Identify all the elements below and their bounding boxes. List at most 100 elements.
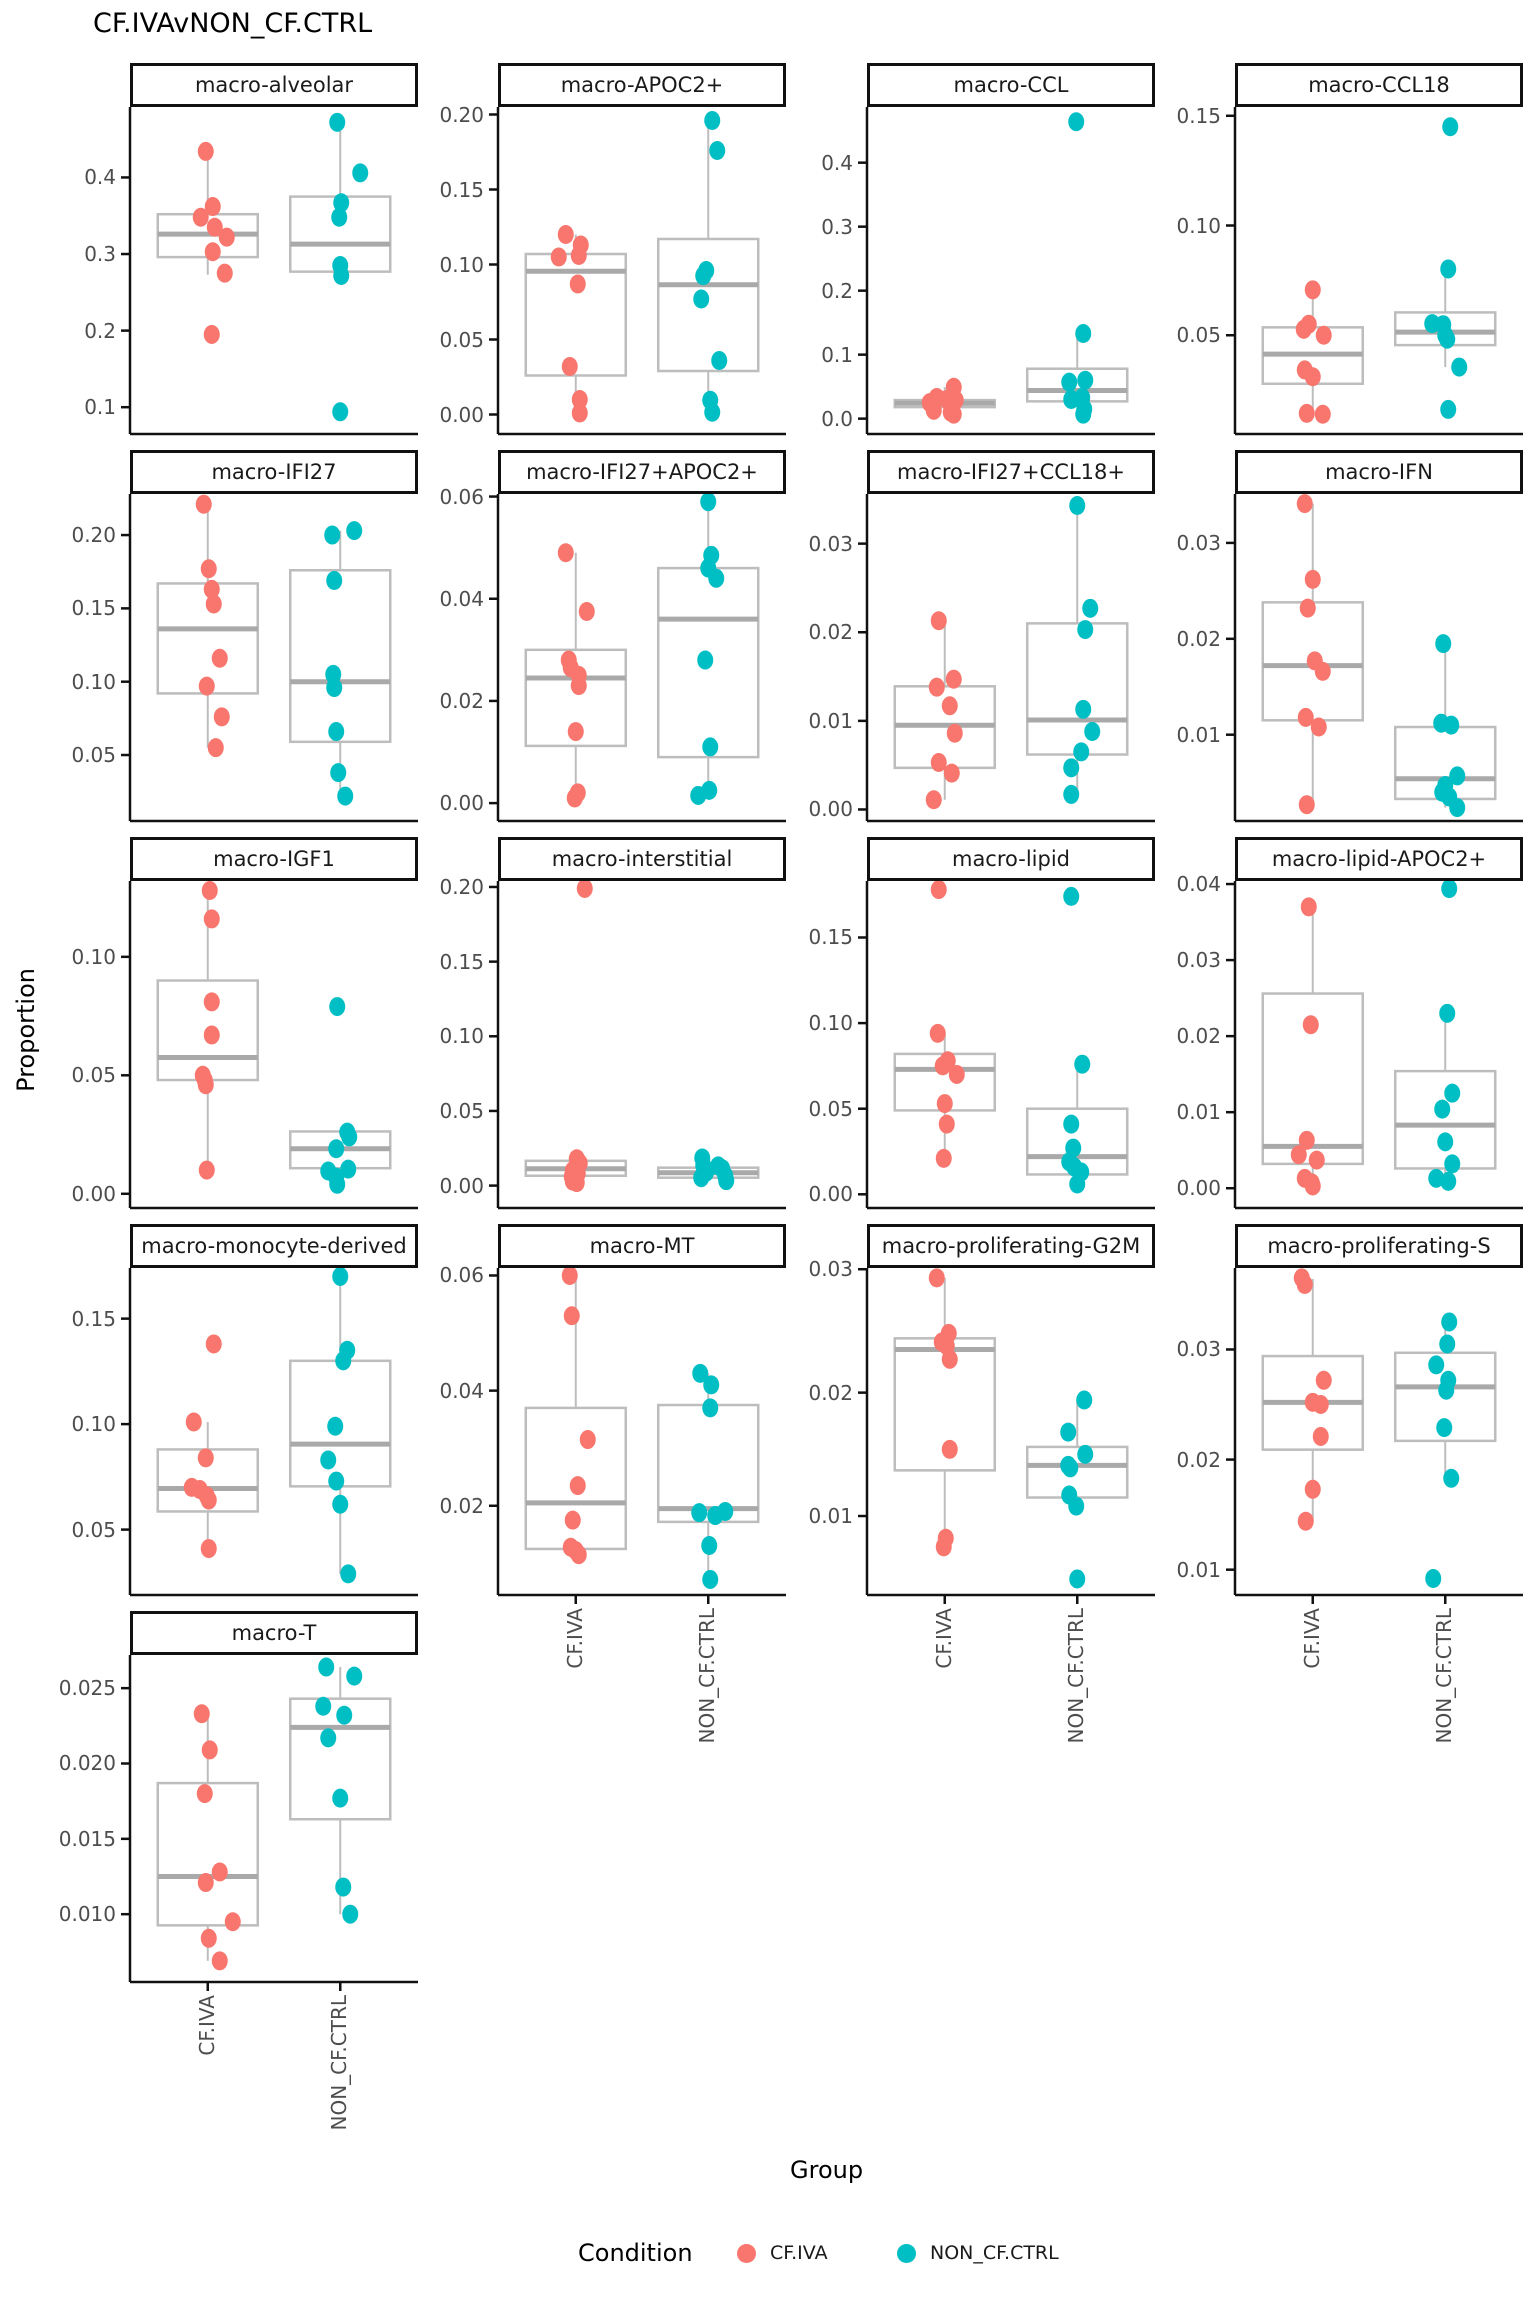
data-point [1295,319,1312,339]
data-point [352,163,369,183]
data-point [1063,784,1080,804]
y-tick-label: 0.01 [808,1504,853,1529]
data-point [578,602,595,622]
y-tick-label: 0.10 [71,1412,116,1437]
data-point [1063,389,1080,409]
data-point [324,525,341,545]
facet-panel [121,1655,418,1991]
data-point [1442,117,1459,137]
data-point [326,678,343,698]
data-point [1299,598,1316,618]
y-tick-label: 0.00 [1176,1176,1221,1201]
y-tick-label: 0.05 [808,1096,853,1121]
facet-panel [858,494,1155,823]
y-tick-label: 0.0 [821,406,853,431]
data-point [198,1160,215,1180]
y-tick-label: 0.00 [439,791,484,816]
legend-label-cfiva: CF.IVA [770,2242,828,2264]
y-tick-label: 0.10 [71,669,116,694]
y-tick-label: 0.15 [1176,103,1221,128]
data-point [1069,1174,1086,1194]
data-point [1304,1176,1321,1196]
data-point [704,111,721,130]
y-tick-label: 0.15 [439,177,484,202]
data-point [564,1510,581,1530]
y-tick-label: 0.02 [1176,626,1221,651]
data-point [1440,399,1457,419]
data-point [197,1873,214,1893]
facet-strip: macro-T [130,1611,418,1655]
y-tick-label: 0.20 [439,874,484,899]
x-tick-label: NON_CF.CTRL [327,1995,352,2131]
data-point [1296,1275,1313,1295]
data-point [192,207,209,227]
facet-panel [1226,494,1523,823]
data-point [1444,1154,1461,1174]
data-point [928,677,945,697]
y-tick-label: 0.3 [84,242,116,267]
y-tick-label: 0.01 [1176,1100,1221,1125]
y-tick-label: 0.05 [71,1063,116,1088]
y-tick-label: 0.05 [71,1517,116,1542]
y-axis-title: Proportion [12,968,40,1092]
y-tick-label: 0.15 [439,949,484,974]
data-point [945,404,962,424]
data-point [695,266,712,286]
data-point [328,1471,345,1491]
data-point [1077,620,1094,640]
facet-panel [489,492,786,823]
y-tick-label: 0.2 [84,318,116,343]
data-point [563,1306,580,1326]
data-point [702,1398,719,1418]
legend-title: Condition [578,2239,693,2267]
y-tick-label: 0.04 [1176,872,1221,897]
y-tick-label: 0.03 [808,531,853,556]
facet-strip: macro-MT [498,1224,786,1268]
data-point [693,289,710,309]
data-point [708,568,725,588]
facet-strip: macro-alveolar [130,63,418,107]
data-point [1449,798,1466,818]
data-point [934,1056,951,1076]
data-point [328,1139,345,1159]
y-tick-label: 0.03 [1176,948,1221,973]
y-tick-label: 0.01 [808,708,853,733]
data-point [1300,897,1317,917]
data-point [318,1657,335,1677]
y-tick-label: 0.05 [439,1098,484,1123]
data-point [1082,598,1099,618]
data-point [1063,758,1080,778]
data-point [579,1430,596,1450]
data-point [197,1448,214,1468]
data-point [1073,742,1090,762]
x-tick-label: NON_CF.CTRL [695,1608,720,1744]
y-tick-label: 0.2 [821,278,853,303]
data-point [946,723,963,743]
data-point [1443,715,1460,735]
plot-title: CF.IVAvNON_CF.CTRL [93,8,373,39]
data-point [337,786,354,806]
y-tick-label: 0.03 [1176,530,1221,555]
data-point [1437,1132,1454,1152]
data-point [567,722,584,742]
data-point [945,669,962,689]
data-point [1436,1418,1453,1438]
facet-panel [489,878,786,1210]
data-point [1075,324,1092,344]
data-point [930,611,947,631]
facet-panel [489,107,786,436]
data-point [205,594,222,614]
legend-key-cfiva-icon [737,2244,756,2263]
facet-panel [489,1265,786,1604]
y-tick-label: 0.20 [439,102,484,127]
y-tick-label: 0.00 [439,402,484,427]
y-tick-label: 0.15 [71,596,116,621]
facet-strip: macro-CCL18 [1235,63,1523,107]
data-point [1063,1114,1080,1134]
data-point [566,788,583,808]
y-tick-label: 0.20 [71,523,116,548]
data-point [315,1696,332,1716]
data-point [216,263,233,283]
data-point [196,1784,213,1804]
data-point [935,1537,952,1557]
